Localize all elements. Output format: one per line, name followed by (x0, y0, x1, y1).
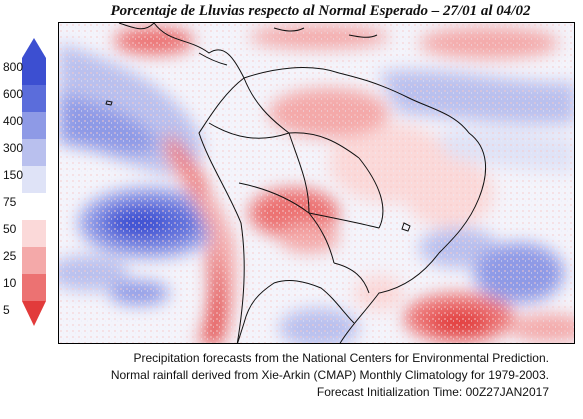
legend-label-25: 25 (3, 249, 17, 263)
legend-swatch-75 (22, 193, 46, 220)
legend-swatch-400 (22, 112, 46, 139)
precipitation-anomaly-map (58, 22, 575, 344)
legend-swatch-150 (22, 166, 46, 193)
legend-label-800: 800 (3, 60, 24, 74)
noise-texture (59, 23, 574, 343)
map-canvas (59, 23, 574, 343)
credits-line-1: Precipitation forecasts from the Nationa… (133, 351, 549, 365)
legend-bottom-arrow (22, 301, 46, 326)
legend-swatch-600 (22, 85, 46, 112)
legend-swatch-25 (22, 247, 46, 274)
map-title: Porcentaje de Lluvias respecto al Normal… (110, 3, 531, 19)
legend-label-300: 300 (3, 141, 24, 155)
color-legend: 800 600 400 300 150 75 50 25 10 5 (0, 36, 58, 336)
legend-swatch-10 (22, 274, 46, 301)
legend-label-5: 5 (3, 303, 10, 317)
legend-top-arrow (22, 38, 46, 58)
legend-swatch-300 (22, 139, 46, 166)
legend-label-600: 600 (3, 87, 24, 101)
legend-label-75: 75 (3, 195, 17, 209)
legend-label-150: 150 (3, 168, 24, 182)
credits-line-2: Normal rainfall derived from Xie-Arkin (… (110, 368, 549, 382)
legend-bar (22, 38, 46, 326)
legend-label-400: 400 (3, 114, 24, 128)
legend-swatch-800 (22, 58, 46, 85)
credits-block: Precipitation forecasts from the Nationa… (111, 350, 549, 401)
legend-swatch-50 (22, 220, 46, 247)
credits-line-3: Forecast Initialization Time: 00Z27JAN20… (316, 385, 549, 399)
coastlines (105, 23, 487, 343)
legend-label-50: 50 (3, 222, 17, 236)
legend-label-10: 10 (3, 276, 17, 290)
